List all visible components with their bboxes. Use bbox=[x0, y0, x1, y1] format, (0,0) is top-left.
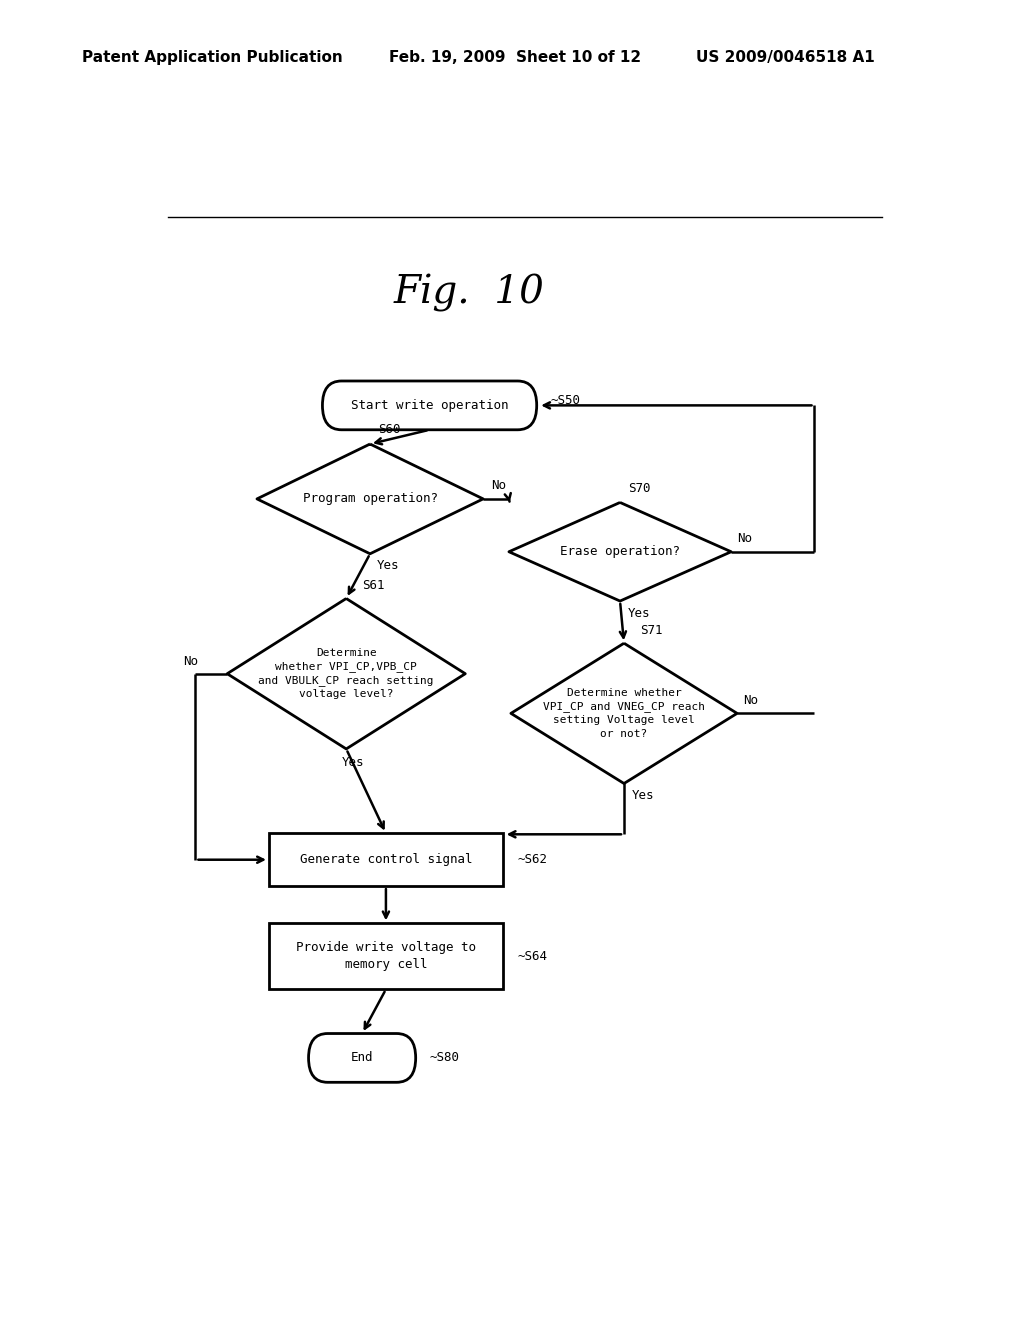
Text: S60: S60 bbox=[378, 424, 400, 437]
Text: Determine whether
VPI_CP and VNEG_CP reach
setting Voltage level
or not?: Determine whether VPI_CP and VNEG_CP rea… bbox=[543, 688, 705, 739]
Text: S71: S71 bbox=[640, 623, 663, 636]
Text: End: End bbox=[351, 1052, 374, 1064]
FancyBboxPatch shape bbox=[269, 923, 503, 989]
Text: Patent Application Publication: Patent Application Publication bbox=[82, 50, 343, 65]
Text: Feb. 19, 2009  Sheet 10 of 12: Feb. 19, 2009 Sheet 10 of 12 bbox=[389, 50, 641, 65]
Text: Provide write voltage to
memory cell: Provide write voltage to memory cell bbox=[296, 941, 476, 972]
Text: Yes: Yes bbox=[628, 607, 650, 619]
Text: ~S62: ~S62 bbox=[517, 853, 547, 866]
Text: US 2009/0046518 A1: US 2009/0046518 A1 bbox=[696, 50, 876, 65]
Text: No: No bbox=[743, 693, 759, 706]
Text: S70: S70 bbox=[628, 482, 650, 495]
Text: Fig.  10: Fig. 10 bbox=[394, 273, 545, 312]
Text: No: No bbox=[183, 655, 199, 668]
Text: Yes: Yes bbox=[377, 560, 399, 573]
Text: Yes: Yes bbox=[342, 755, 365, 768]
Text: ~S64: ~S64 bbox=[517, 950, 547, 962]
Text: Generate control signal: Generate control signal bbox=[300, 853, 472, 866]
Text: Erase operation?: Erase operation? bbox=[560, 545, 680, 558]
Text: S61: S61 bbox=[362, 578, 385, 591]
Text: Yes: Yes bbox=[632, 789, 654, 803]
Text: No: No bbox=[492, 479, 506, 492]
Text: No: No bbox=[737, 532, 753, 545]
Text: Start write operation: Start write operation bbox=[351, 399, 508, 412]
FancyBboxPatch shape bbox=[269, 833, 503, 886]
Text: ~S50: ~S50 bbox=[551, 393, 581, 407]
Text: Determine
whether VPI_CP,VPB_CP
and VBULK_CP reach setting
voltage level?: Determine whether VPI_CP,VPB_CP and VBUL… bbox=[258, 648, 434, 700]
FancyBboxPatch shape bbox=[308, 1034, 416, 1082]
Text: Program operation?: Program operation? bbox=[302, 492, 437, 506]
FancyBboxPatch shape bbox=[323, 381, 537, 430]
Text: ~S80: ~S80 bbox=[430, 1052, 460, 1064]
